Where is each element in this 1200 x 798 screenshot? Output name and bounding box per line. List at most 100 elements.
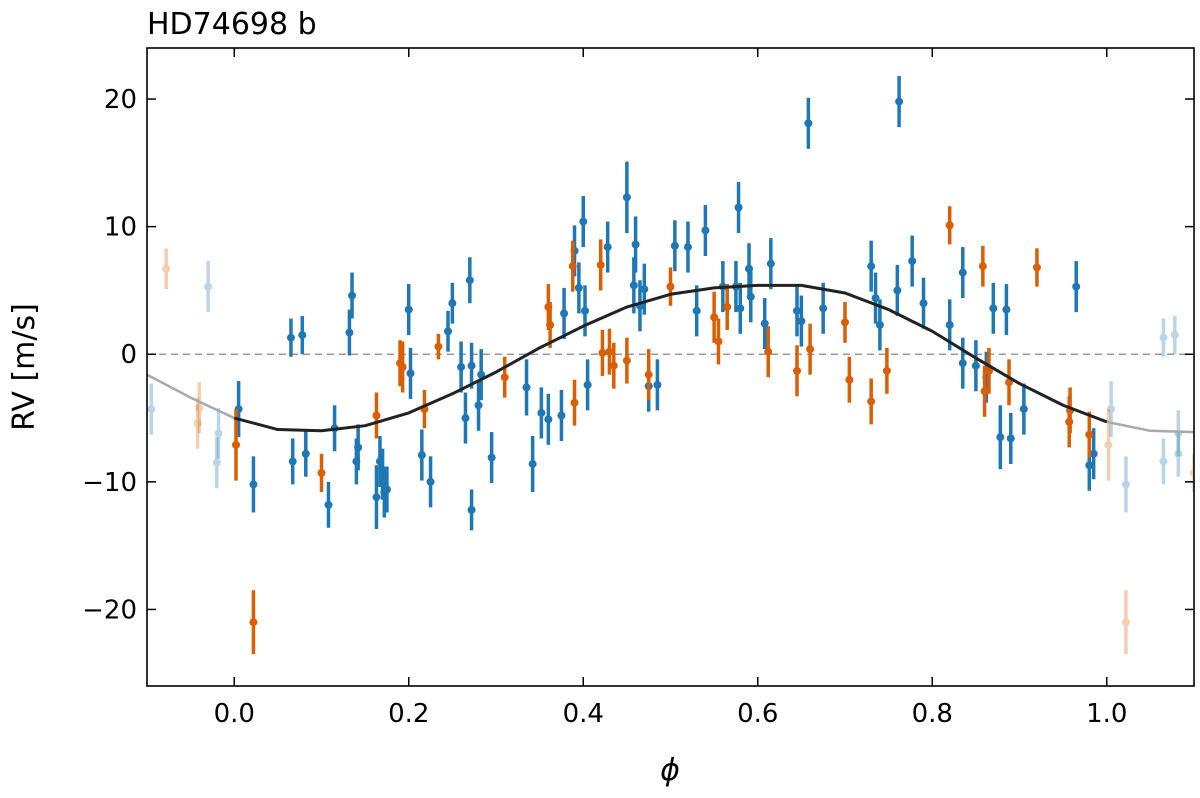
x-tick-label: 1.0 [1086, 699, 1127, 729]
data-marker [1089, 449, 1098, 458]
data-marker [214, 429, 223, 438]
data-marker [580, 306, 589, 315]
data-point-0-70 [867, 240, 876, 292]
data-marker [570, 398, 579, 407]
data-marker [317, 468, 326, 477]
data-point-0-71 [871, 272, 880, 324]
data-point-0-2 [212, 437, 221, 489]
data-point-0-93 [1159, 318, 1168, 357]
data-point-1-29 [841, 301, 849, 343]
data-marker [760, 319, 769, 328]
data-point-1-1 [195, 382, 204, 434]
data-marker [644, 370, 653, 379]
x-tick-label: 0.2 [388, 699, 429, 729]
data-point-0-32 [474, 379, 483, 431]
data-point-1-4 [249, 590, 258, 655]
data-marker [474, 401, 483, 410]
data-marker [487, 453, 496, 462]
data-marker [1159, 333, 1168, 342]
data-point-0-40 [560, 287, 569, 339]
data-point-0-76 [919, 277, 928, 329]
data-marker [1121, 618, 1130, 627]
data-point-0-68 [804, 97, 813, 149]
data-point-0-75 [908, 235, 917, 287]
data-point-1-36 [984, 347, 993, 394]
data-point-0-38 [544, 393, 553, 445]
data-marker [448, 299, 457, 308]
data-point-0-23 [417, 429, 426, 481]
data-point-1-27 [793, 345, 802, 397]
data-marker [461, 414, 470, 423]
data-point-1-14 [568, 240, 577, 292]
data-marker [989, 304, 998, 313]
data-point-0-67 [797, 295, 806, 347]
data-marker [734, 203, 743, 212]
data-marker [596, 260, 605, 269]
data-point-1-16 [596, 239, 605, 291]
data-marker [640, 285, 649, 294]
data-point-1-9 [420, 389, 429, 429]
data-point-0-16 [372, 465, 381, 530]
data-point-1-25 [723, 284, 732, 330]
data-marker [1019, 405, 1028, 414]
x-tick-label: 0.8 [912, 699, 953, 729]
data-marker [598, 348, 607, 357]
data-marker [465, 276, 474, 285]
data-point-1-44 [1190, 453, 1194, 493]
data-marker [372, 411, 381, 420]
data-point-0-72 [875, 299, 884, 351]
data-marker [701, 226, 710, 235]
data-marker [324, 500, 333, 509]
data-point-0-95 [1174, 430, 1183, 477]
data-point-0-10 [324, 481, 333, 528]
data-marker [1006, 434, 1015, 443]
data-marker [1170, 331, 1179, 340]
data-marker [631, 240, 640, 249]
data-point-1-28 [806, 323, 815, 375]
model-curve [233, 283, 1108, 433]
data-marker [893, 286, 902, 295]
data-point-0-94 [1170, 315, 1179, 355]
data-marker [286, 333, 295, 342]
data-point-0-55 [683, 221, 692, 273]
data-marker [301, 449, 310, 458]
x-axis-label: ϕ [660, 753, 680, 788]
data-marker [797, 317, 806, 326]
data-marker [500, 373, 509, 382]
data-point-0-83 [996, 405, 1005, 470]
data-marker [477, 370, 486, 379]
data-marker [683, 243, 692, 252]
data-point-0-29 [465, 257, 474, 304]
data-point-0-43 [579, 196, 588, 248]
data-point-1-26 [764, 326, 773, 378]
data-point-1-35 [980, 365, 989, 417]
data-point-1-19 [605, 328, 614, 375]
data-marker [622, 356, 631, 365]
data-marker [560, 309, 569, 318]
data-point-1-8 [398, 341, 407, 393]
data-point-0-25 [444, 310, 453, 352]
data-marker [958, 268, 967, 277]
data-marker [426, 477, 435, 486]
data-marker [1190, 468, 1194, 477]
data-point-0-36 [528, 435, 537, 493]
data-point-1-5 [317, 453, 326, 493]
data-marker [746, 292, 755, 301]
data-point-1-41 [1085, 411, 1094, 458]
data-point-0-26 [448, 282, 457, 324]
data-marker [372, 493, 381, 502]
data-point-0-74 [895, 76, 904, 128]
data-marker [945, 221, 954, 230]
data-marker [764, 347, 773, 356]
data-point-0-35 [522, 359, 531, 416]
data-point-0-64 [760, 298, 769, 350]
data-marker [736, 304, 745, 313]
data-marker [579, 217, 588, 226]
data-point-0-57 [701, 204, 710, 256]
data-marker [793, 306, 802, 315]
data-point-1-3 [231, 409, 240, 481]
data-point-0-61 [736, 282, 745, 334]
data-marker [434, 342, 443, 351]
y-tick-label: 0 [120, 340, 137, 370]
